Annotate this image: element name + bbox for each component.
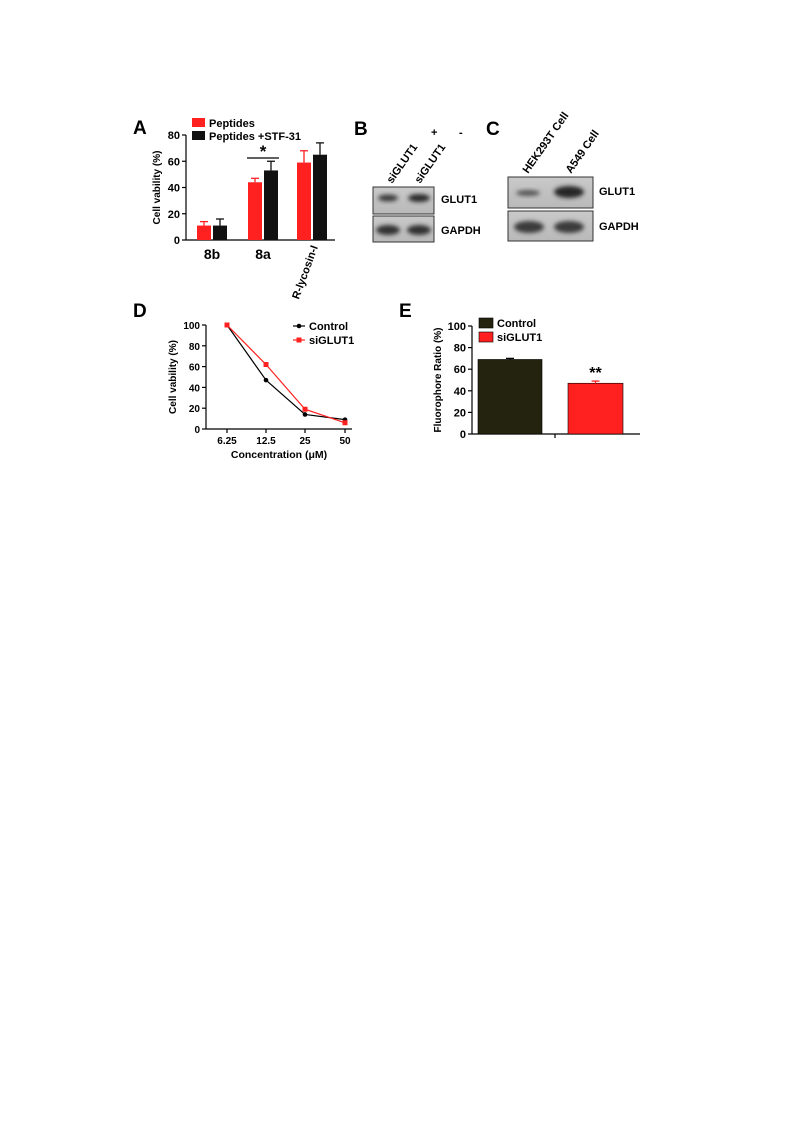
panel-letter-b: B [354, 119, 368, 140]
blot-b-glut1-label: GLUT1 [441, 194, 477, 206]
panel-letter-e: E [399, 301, 412, 322]
chart-a-x-tick-label: R-lycosin-I [290, 244, 321, 301]
blot-b-lane-2-sign: - [459, 127, 463, 139]
chart-d-point-siglut1 [342, 420, 348, 426]
chart-d-y-tick-label: 80 [189, 342, 201, 353]
panel-letter-d: D [133, 301, 147, 322]
chart-d-legend-marker [296, 323, 302, 329]
blot-b-glut1-band-1 [378, 194, 398, 202]
chart-a-legend-swatch [192, 131, 205, 140]
chart-a-y-axis-label: Cell vability (%) [152, 151, 163, 225]
chart-e-y-axis-label: Fluorophore Ratio (%) [433, 328, 444, 433]
chart-e-significance-stars: ** [589, 365, 602, 382]
chart-d-y-tick-label: 40 [189, 383, 201, 394]
chart-a-legend-swatch [192, 118, 205, 127]
chart-a-bar-peptides [197, 225, 211, 240]
blot-b-gapdh-band-1 [376, 225, 400, 235]
chart-d-x-tick-label: 12.5 [256, 436, 276, 447]
blot-c-glut1-band-1 [516, 190, 540, 196]
chart-a-significance-star: * [260, 142, 267, 161]
chart-d-point-siglut1 [224, 322, 230, 328]
chart-d-x-tick-label: 6.25 [217, 436, 237, 447]
chart-e-bar-control [477, 359, 543, 435]
chart-a-legend-label: Peptides [209, 118, 255, 130]
chart-e-y-tick-label: 20 [454, 407, 466, 419]
chart-d-line-control [226, 324, 346, 421]
chart-a-bar-peptides-stf31 [313, 154, 327, 240]
chart-e-legend-swatch [478, 317, 494, 329]
chart-a-legend-label: Peptides +STF-31 [209, 131, 301, 143]
chart-d-y-tick-label: 100 [183, 321, 200, 332]
chart-e-legend-swatch [478, 331, 494, 343]
chart-a-y-tick-label: 20 [168, 209, 180, 221]
chart-a: 0 20 40 60 80 Cell vability (%) 8b 8a R-lycosin-… [152, 118, 335, 301]
blot-c-gapdh-label: GAPDH [599, 221, 639, 233]
blot-c-glut1-label: GLUT1 [599, 186, 635, 198]
chart-d-point-control [263, 377, 269, 383]
blot-c-lane-1-label: HEK293T Cell [521, 110, 572, 175]
blot-c-gapdh-band-2 [554, 221, 584, 233]
chart-e-y-tick-label: 0 [460, 429, 466, 441]
chart-d-legend-marker [296, 337, 302, 343]
chart-a-y-tick-label: 0 [174, 235, 180, 247]
chart-a-bar-peptides-stf31 [264, 170, 278, 240]
panel-letter-a: A [133, 118, 147, 139]
chart-d-x-tick-label: 25 [299, 436, 311, 447]
chart-d: 0 20 40 60 80 100 Cell vability (%) 6.25 12.5 25 5… [168, 321, 354, 461]
chart-d-legend-label: Control [309, 321, 348, 333]
chart-a-y-tick-label: 40 [168, 183, 180, 195]
chart-a-x-tick-label: 8a [255, 246, 271, 262]
chart-e-legend-label: siGLUT1 [497, 332, 542, 344]
chart-d-legend-label: siGLUT1 [309, 335, 354, 347]
chart-e-legend-label: Control [497, 318, 536, 330]
chart-d-y-tick-label: 20 [189, 404, 201, 415]
blot-b-gapdh-band-2 [407, 225, 431, 235]
chart-d-y-tick-label: 60 [189, 363, 201, 374]
chart-d-point-siglut1 [263, 362, 269, 368]
chart-a-y-tick-label: 80 [168, 130, 180, 142]
chart-a-bar-peptides-stf31 [213, 225, 227, 240]
blot-b: siGLUT1 + siGLUT1 - GLUT1 GAPDH [372, 127, 481, 243]
chart-e-y-tick-label: 80 [454, 343, 466, 355]
blot-b-glut1-band-2 [408, 194, 430, 202]
blot-b-gapdh-label: GAPDH [441, 225, 481, 237]
chart-a-bar-peptides [248, 182, 262, 240]
chart-e-bar-siglut1 [567, 382, 624, 435]
chart-d-x-tick-label: 50 [339, 436, 351, 447]
chart-d-point-siglut1 [302, 406, 308, 412]
chart-e-y-tick-label: 60 [454, 364, 466, 376]
blot-c-glut1-band-2 [554, 186, 584, 198]
chart-d-point-control [302, 412, 308, 417]
chart-a-bar-peptides [297, 162, 311, 240]
chart-e-y-tick-label: 100 [448, 321, 466, 333]
blot-b-lane-1-sign: + [431, 127, 437, 139]
blot-c: HEK293T Cell A549 Cell GLUT1 GAPDH [507, 110, 639, 242]
chart-d-x-axis-label: Concentration (μM) [231, 449, 327, 461]
chart-d-line-siglut1 [226, 324, 346, 424]
chart-a-y-tick-label: 60 [168, 156, 180, 168]
blot-c-lane-2-label: A549 Cell [564, 128, 602, 175]
chart-a-x-tick-label: 8b [204, 246, 220, 262]
chart-e: 0 20 40 60 80 100 Fluorophore Ratio (%) ** Contr… [433, 317, 640, 441]
chart-d-y-axis-label: Cell vability (%) [168, 340, 179, 414]
chart-e-y-tick-label: 40 [454, 386, 466, 398]
chart-d-y-tick-label: 0 [194, 425, 200, 436]
blot-c-gapdh-band-1 [514, 221, 544, 233]
panel-letter-c: C [486, 119, 500, 140]
